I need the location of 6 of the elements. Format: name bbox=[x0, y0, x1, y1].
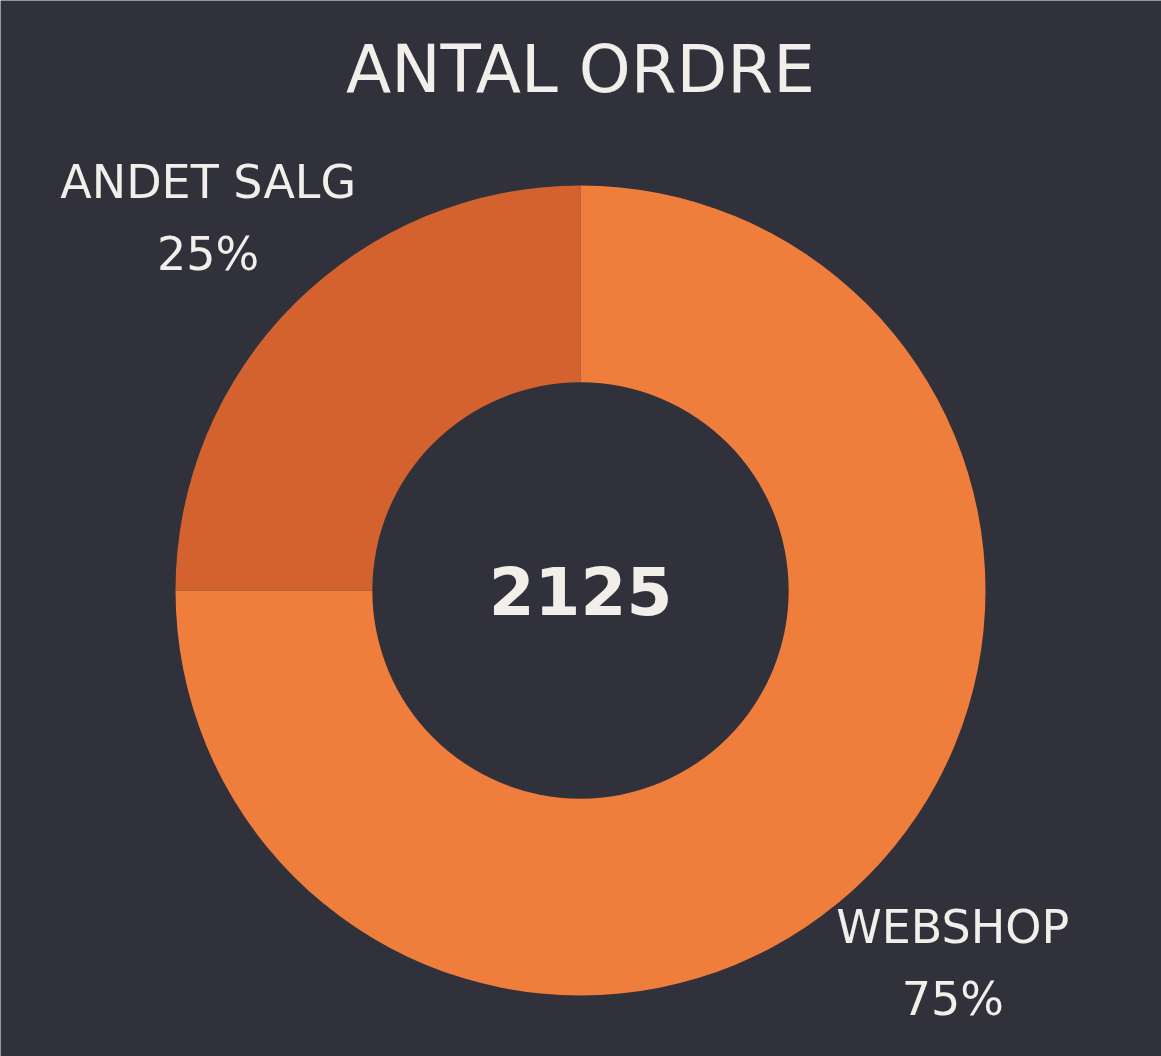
data-label: 75% bbox=[901, 971, 1004, 1026]
slice-label: ANDET SALG bbox=[60, 155, 357, 210]
chart-title: ANTAL ORDRE bbox=[346, 31, 815, 108]
data-label: 25% bbox=[157, 227, 260, 282]
text: 2125 bbox=[488, 554, 673, 631]
slice-label: WEBSHOP bbox=[836, 899, 1070, 954]
